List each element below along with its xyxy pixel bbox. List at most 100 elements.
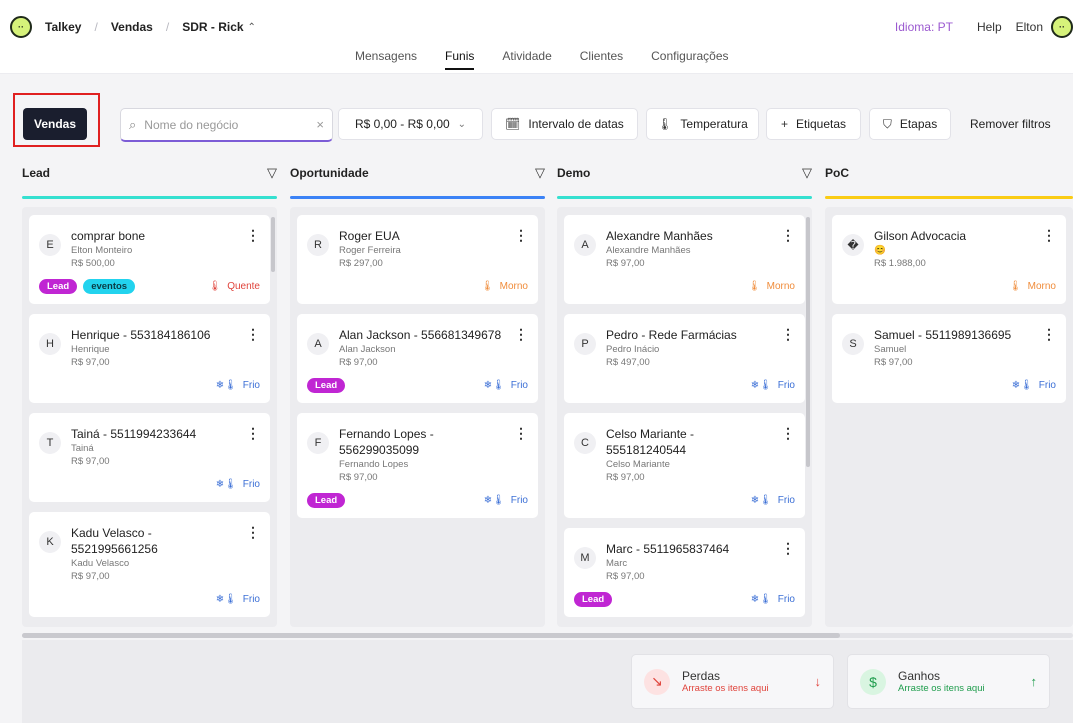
- vertical-scrollbar[interactable]: [806, 217, 810, 467]
- temperature-label: Frio: [510, 379, 528, 391]
- pipeline-vendas-button[interactable]: Vendas: [23, 108, 87, 140]
- top-bar: ·· Talkey / Vendas / SDR - Rick ⌃ Idioma…: [0, 0, 1073, 74]
- breadcrumb-org[interactable]: Talkey: [45, 20, 82, 34]
- language-selector[interactable]: Idioma: PT: [894, 20, 953, 34]
- column-body[interactable]: A Alexandre Manhães Alexandre Manhães R$ 97…: [557, 207, 812, 627]
- more-options-icon[interactable]: ⋮: [514, 425, 528, 441]
- deal-price: R$ 97,00: [71, 456, 110, 467]
- won-drop-zone[interactable]: $ Ganhos Arraste os itens aqui ↑: [847, 654, 1050, 709]
- temperature-label: Frio: [1038, 379, 1056, 391]
- deal-card[interactable]: A Alexandre Manhães Alexandre Manhães R$ 97…: [564, 215, 805, 304]
- deal-card[interactable]: H Henrique - 553184186106 Henrique R$ 97,00…: [29, 314, 270, 403]
- column-color-bar: [290, 196, 545, 199]
- deal-card[interactable]: M Marc - 5511965837464 Marc R$ 97,00 ⋮ Lead ❄🌡…: [564, 528, 805, 617]
- temperature-button[interactable]: 🌡 Temperatura: [646, 108, 759, 140]
- tag-badge[interactable]: Lead: [307, 492, 346, 508]
- tag-badge[interactable]: Lead: [307, 377, 346, 393]
- more-options-icon[interactable]: ⋮: [514, 326, 528, 342]
- more-options-icon[interactable]: ⋮: [246, 326, 260, 342]
- more-options-icon[interactable]: ⋮: [1042, 326, 1056, 342]
- search-field[interactable]: ⌕ ×: [120, 108, 333, 142]
- temperature-label: Frio: [242, 478, 260, 490]
- breadcrumb-section[interactable]: Vendas: [110, 20, 153, 34]
- deal-card[interactable]: S Samuel - 5511989136695 Samuel R$ 97,00 ⋮ ❄🌡…: [832, 314, 1066, 403]
- tab-configuracoes[interactable]: Configurações: [651, 49, 729, 63]
- tag-badge[interactable]: Lead: [574, 591, 613, 607]
- avatar: S: [842, 333, 864, 355]
- vertical-scrollbar[interactable]: [271, 217, 275, 272]
- column-color-bar: [557, 196, 812, 199]
- user-name[interactable]: Elton: [1015, 20, 1043, 34]
- tab-atividade[interactable]: Atividade: [502, 49, 552, 63]
- date-range-button[interactable]: 🗓 Intervalo de datas: [491, 108, 638, 140]
- tab-clientes[interactable]: Clientes: [579, 49, 624, 63]
- more-options-icon[interactable]: ⋮: [246, 227, 260, 243]
- temperature-badge: 🌡 Quente: [208, 281, 260, 292]
- deal-card[interactable]: P Pedro - Rede Farmácias Pedro Inácio R$ 49…: [564, 314, 805, 403]
- deal-contact: Roger Ferreira: [339, 245, 401, 256]
- help-link[interactable]: Help: [976, 20, 1002, 34]
- deal-card[interactable]: F Fernando Lopes - 556299035099 Fernando L…: [297, 413, 538, 518]
- deal-title: Gilson Advocacia: [874, 229, 967, 243]
- deal-card[interactable]: � Gilson Advocacia 😊 R$ 1.988,00 ⋮ 🌡 Morno: [832, 215, 1066, 304]
- deal-card[interactable]: K Kadu Velasco - 5521995661256 Kadu Velasc…: [29, 512, 270, 617]
- chevron-down-icon: ⌄: [457, 118, 467, 130]
- deal-card[interactable]: C Celso Mariante - 555181240544 Celso Mari…: [564, 413, 805, 518]
- clear-filters-link[interactable]: Remover filtros: [970, 117, 1051, 131]
- temperature-badge: 🌡 Morno: [748, 281, 795, 292]
- more-options-icon[interactable]: ⋮: [781, 540, 795, 556]
- thermometer-icon: 🌡: [1008, 280, 1022, 292]
- plus-icon: +: [780, 117, 788, 131]
- talkey-logo-icon[interactable]: ··: [10, 16, 32, 38]
- deal-price: R$ 97,00: [606, 258, 645, 269]
- filter-icon[interactable]: ▽: [802, 165, 812, 180]
- cold-thermometer-icon: ❄🌡: [483, 379, 505, 391]
- more-options-icon[interactable]: ⋮: [246, 425, 260, 441]
- filter-icon: ⛉: [882, 116, 892, 131]
- stages-label: Etapas: [899, 117, 938, 131]
- horizontal-scrollbar-thumb[interactable]: [22, 633, 840, 638]
- deal-card[interactable]: T Tainá - 5511994233644 Tainá R$ 97,00 ⋮ ❄🌡 Fr…: [29, 413, 270, 502]
- more-options-icon[interactable]: ⋮: [514, 227, 528, 243]
- more-options-icon[interactable]: ⋮: [246, 524, 260, 540]
- tab-mensagens[interactable]: Mensagens: [355, 49, 418, 63]
- temperature-label: Quente: [227, 280, 260, 292]
- lost-drop-zone[interactable]: ↘ Perdas Arraste os itens aqui ↓: [631, 654, 834, 709]
- search-input[interactable]: [144, 117, 317, 132]
- tag-badge[interactable]: eventos: [83, 278, 136, 294]
- breadcrumb-separator: /: [94, 20, 98, 34]
- deal-contact: Pedro Inácio: [606, 344, 660, 355]
- cold-thermometer-icon: ❄🌡: [215, 593, 237, 605]
- more-options-icon[interactable]: ⋮: [781, 227, 795, 243]
- avatar: T: [39, 432, 61, 454]
- breadcrumb-view[interactable]: SDR - Rick: [182, 20, 244, 34]
- avatar: R: [307, 234, 329, 256]
- column-body[interactable]: � Gilson Advocacia 😊 R$ 1.988,00 ⋮ 🌡 Morno S Sam…: [825, 207, 1073, 627]
- filter-icon[interactable]: ▽: [535, 165, 545, 180]
- stages-button[interactable]: ⛉ Etapas: [869, 108, 951, 140]
- deal-title: Marc - 5511965837464: [606, 542, 730, 556]
- price-range-dropdown[interactable]: R$ 0,00 - R$ 0,00 ⌄: [338, 108, 483, 140]
- filter-icon[interactable]: ▽: [267, 165, 277, 180]
- tab-funis[interactable]: Funis: [445, 49, 475, 70]
- deal-title: Kadu Velasco - 5521995661256: [71, 526, 158, 556]
- deal-title: Alan Jackson - 556681349678: [339, 328, 502, 342]
- column-body[interactable]: R Roger EUA Roger Ferreira R$ 297,00 ⋮ 🌡 Morno…: [290, 207, 545, 627]
- more-options-icon[interactable]: ⋮: [1042, 227, 1056, 243]
- clear-icon[interactable]: ×: [316, 117, 324, 132]
- deal-card[interactable]: R Roger EUA Roger Ferreira R$ 297,00 ⋮ 🌡 Morno: [297, 215, 538, 304]
- tag-badge[interactable]: Lead: [39, 278, 78, 294]
- tags-button[interactable]: + Etiquetas: [766, 108, 861, 140]
- deal-card[interactable]: A Alan Jackson - 556681349678 Alan Jackson…: [297, 314, 538, 403]
- chevron-updown-icon[interactable]: ⌃: [247, 21, 256, 33]
- more-options-icon[interactable]: ⋮: [781, 425, 795, 441]
- avatar[interactable]: ··: [1051, 16, 1073, 38]
- deal-title: Roger EUA: [339, 229, 400, 243]
- more-options-icon[interactable]: ⋮: [781, 326, 795, 342]
- temperature-badge: ❄🌡 Frio: [751, 495, 795, 506]
- breadcrumb-separator: /: [165, 20, 170, 34]
- temperature-badge: ❄🌡 Frio: [484, 380, 528, 391]
